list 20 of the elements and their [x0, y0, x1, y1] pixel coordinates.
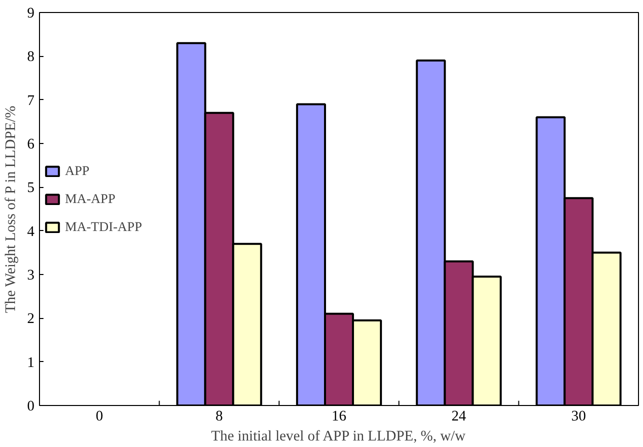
y-tick-label: 9	[27, 6, 34, 22]
x-tick-label: 8	[216, 408, 223, 424]
x-tick-label: 30	[571, 408, 586, 424]
y-tick-label: 4	[27, 224, 36, 240]
y-tick-label: 6	[27, 136, 34, 152]
y-tick-label: 1	[27, 354, 34, 371]
x-tick-label: 0	[96, 408, 104, 424]
legend-label: APP	[65, 163, 90, 179]
y-axis-title: The Weight Loss of P in LLDPE/%	[3, 106, 20, 314]
y-tick-label: 0	[27, 398, 34, 414]
legend-label: MA-TDI-APP	[65, 219, 142, 235]
y-tick-label: 3	[27, 268, 34, 284]
legend-label: MA-APP	[65, 191, 116, 207]
x-axis-title: The initial level of APP in LLDPE, %, w/w	[211, 428, 466, 444]
y-tick-label: 2	[27, 311, 34, 328]
y-tick-label: 5	[27, 180, 34, 196]
y-tick-label: 8	[27, 49, 34, 66]
x-tick-label: 24	[451, 408, 467, 424]
y-tick-label: 7	[27, 92, 34, 109]
x-tick-label: 16	[332, 408, 346, 424]
